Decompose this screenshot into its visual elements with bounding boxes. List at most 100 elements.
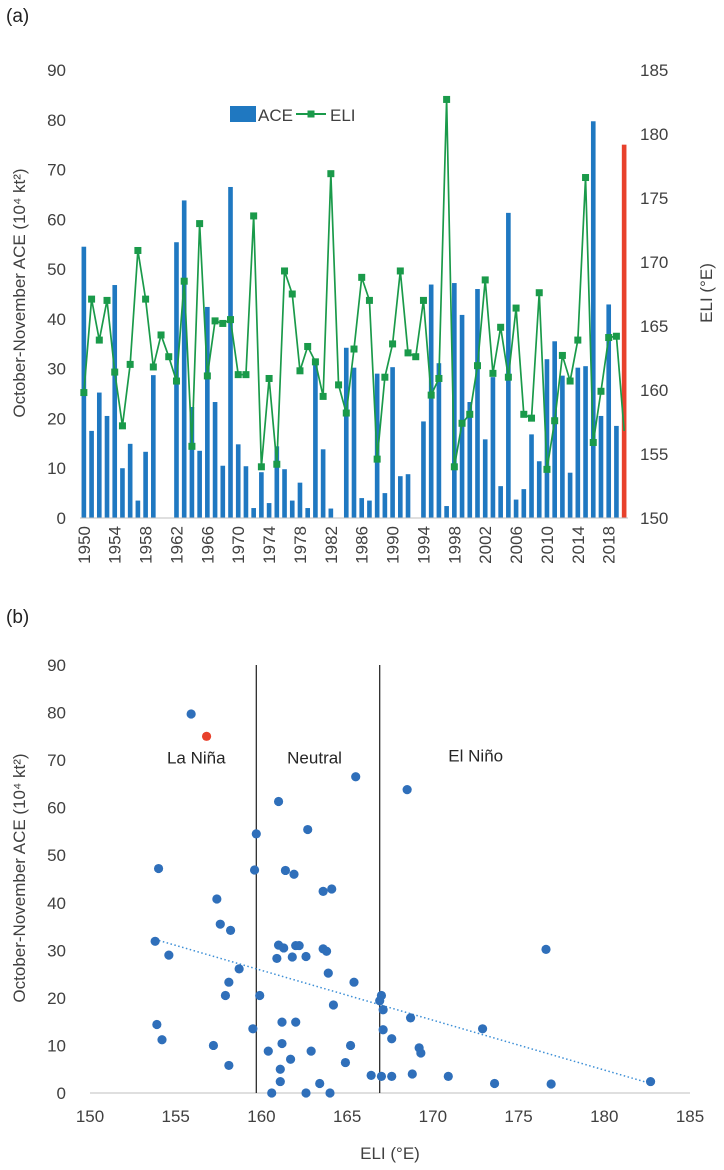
legend-a: ACE ELI bbox=[230, 106, 356, 125]
scatter-point bbox=[541, 944, 551, 954]
scatter-point bbox=[318, 886, 328, 896]
ace-bar bbox=[459, 314, 465, 518]
scatter-point bbox=[275, 1064, 285, 1074]
ace-bar bbox=[390, 367, 395, 518]
scatter-point bbox=[645, 1076, 656, 1087]
ace-bar bbox=[343, 347, 349, 518]
ace-bar bbox=[220, 465, 226, 518]
eli-marker bbox=[489, 369, 497, 377]
ace-bar-highlight bbox=[621, 144, 627, 518]
ace-bars bbox=[81, 121, 627, 518]
eli-marker bbox=[612, 332, 620, 340]
x-tick-label: 150 bbox=[76, 1107, 104, 1126]
scatter-point bbox=[277, 1017, 287, 1027]
left-tick-label: 10 bbox=[47, 459, 66, 478]
eli-marker bbox=[427, 391, 435, 399]
ace-bar bbox=[444, 506, 449, 518]
ace-bar bbox=[498, 486, 503, 518]
eli-marker bbox=[142, 295, 150, 303]
eli-marker bbox=[335, 381, 343, 389]
eli-marker bbox=[111, 368, 119, 376]
scatter-point bbox=[287, 952, 297, 962]
ace-bar bbox=[490, 377, 496, 518]
x-tick-label: 2014 bbox=[569, 526, 588, 564]
eli-marker bbox=[149, 363, 157, 371]
y-tick-label: 90 bbox=[47, 656, 66, 675]
x-tick-label: 170 bbox=[419, 1107, 447, 1126]
ace-bar bbox=[544, 359, 550, 518]
left-tick-label: 50 bbox=[47, 260, 66, 279]
eli-marker bbox=[528, 414, 536, 422]
ace-bar bbox=[251, 508, 256, 518]
scatter-point bbox=[477, 1024, 488, 1034]
ace-bar bbox=[89, 430, 94, 518]
eli-marker bbox=[257, 463, 265, 471]
ace-bar bbox=[606, 304, 612, 518]
eli-marker bbox=[342, 409, 350, 417]
ace-bar bbox=[614, 425, 619, 518]
ace-bar bbox=[104, 415, 110, 518]
left-axis-label-a: October-November ACE (10⁴ kt²) bbox=[10, 168, 29, 417]
ace-bar bbox=[552, 341, 557, 518]
x-tick-label: 2010 bbox=[538, 526, 557, 564]
eli-marker bbox=[520, 410, 528, 418]
x-tick-label: 1962 bbox=[167, 526, 186, 564]
ace-bar bbox=[428, 284, 434, 518]
region-label: Neutral bbox=[287, 749, 342, 768]
left-tick-label: 40 bbox=[47, 310, 66, 329]
scatter-point bbox=[153, 863, 164, 874]
scatter-point bbox=[164, 950, 174, 960]
scatter-point bbox=[387, 1071, 397, 1081]
scatter-point bbox=[277, 1038, 287, 1049]
y-tick-label: 60 bbox=[47, 799, 66, 818]
ace-bar bbox=[228, 186, 233, 518]
ace-bar bbox=[575, 367, 581, 518]
eli-marker bbox=[157, 331, 165, 339]
left-tick-label: 70 bbox=[47, 161, 66, 180]
eli-marker bbox=[203, 372, 211, 380]
x-tick-label: 185 bbox=[676, 1107, 704, 1126]
right-tick-label: 175 bbox=[640, 189, 668, 208]
x-tick-label: 2002 bbox=[476, 526, 495, 564]
scatter-point bbox=[224, 1060, 234, 1071]
eli-marker bbox=[250, 212, 258, 220]
ace-bar bbox=[127, 443, 133, 518]
scatter-point-highlight bbox=[201, 731, 212, 741]
ace-bar bbox=[536, 461, 542, 518]
ace-bar bbox=[351, 367, 357, 518]
ace-bar bbox=[521, 489, 527, 518]
eli-marker bbox=[172, 377, 180, 385]
scatter-point bbox=[349, 977, 359, 987]
scatter-point bbox=[378, 1025, 388, 1035]
x-tick-label: 1994 bbox=[414, 526, 433, 564]
x-axis-label-b: ELI (°E) bbox=[360, 1144, 420, 1163]
ace-bar bbox=[421, 421, 426, 518]
eli-marker bbox=[551, 417, 559, 425]
ace-bar bbox=[320, 449, 326, 518]
left-tick-label: 80 bbox=[47, 111, 66, 130]
ace-bar bbox=[367, 500, 372, 518]
ace-bar bbox=[266, 503, 272, 518]
eli-marker bbox=[504, 373, 512, 381]
ace-bar bbox=[243, 466, 249, 518]
ace-bar bbox=[120, 468, 125, 518]
eli-marker bbox=[95, 336, 103, 344]
scatter-point bbox=[366, 1070, 376, 1081]
panel-label-a: (a) bbox=[6, 6, 29, 27]
eli-marker bbox=[497, 323, 505, 331]
eli-marker bbox=[211, 317, 219, 325]
region-label: La Niña bbox=[167, 749, 226, 768]
left-tick-label: 90 bbox=[47, 61, 66, 80]
scatter-point bbox=[294, 940, 304, 951]
eli-marker bbox=[381, 373, 389, 381]
eli-marker bbox=[543, 465, 551, 473]
ace-bar bbox=[397, 476, 403, 518]
left-axis-ticks-a: 0 10 20 30 40 50 60 70 80 90 bbox=[47, 61, 66, 528]
scatter-point bbox=[328, 1000, 339, 1010]
x-axis-ticks-a: 1950 1954 1958 1962 1966 1970 1974 1978 1982 1986… bbox=[75, 526, 619, 564]
eli-marker bbox=[458, 419, 466, 427]
legend-eli-swatch-marker bbox=[307, 110, 315, 118]
eli-marker bbox=[473, 362, 481, 370]
ace-bar bbox=[282, 469, 287, 518]
scatter-point bbox=[489, 1078, 500, 1089]
